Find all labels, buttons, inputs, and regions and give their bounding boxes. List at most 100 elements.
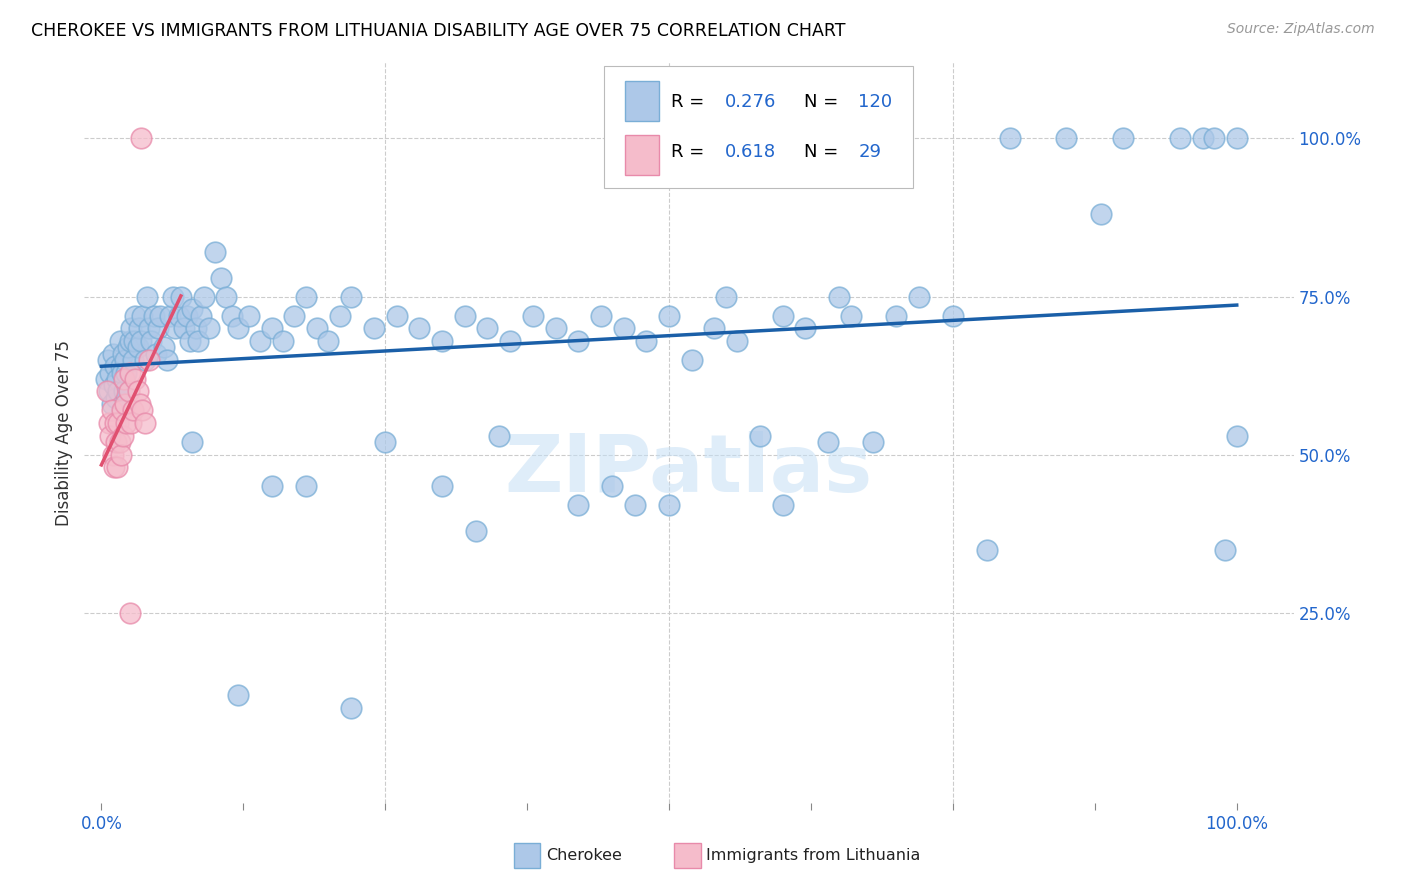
Point — [105, 435, 128, 450]
Point — [115, 416, 138, 430]
Point — [488, 429, 510, 443]
Point — [725, 334, 748, 348]
Bar — [675, 843, 702, 868]
Point — [589, 309, 612, 323]
Point — [499, 334, 522, 348]
Point — [1054, 131, 1077, 145]
Point — [190, 309, 212, 323]
Point — [181, 302, 204, 317]
Point — [294, 289, 316, 303]
Text: ZIPatlas: ZIPatlas — [505, 431, 873, 508]
Text: R =: R = — [671, 144, 704, 161]
Point — [131, 403, 153, 417]
Point — [131, 309, 153, 323]
Point — [942, 309, 965, 323]
Bar — [513, 843, 540, 868]
Point — [908, 289, 931, 303]
Bar — [624, 135, 659, 176]
Point — [1191, 131, 1213, 145]
Point — [128, 321, 150, 335]
Point — [624, 499, 647, 513]
Point — [260, 321, 283, 335]
Point — [145, 346, 167, 360]
Point — [118, 606, 141, 620]
Point — [111, 366, 134, 380]
Point — [714, 289, 737, 303]
Bar — [624, 81, 659, 121]
Point — [613, 321, 636, 335]
Point — [748, 429, 770, 443]
Point — [129, 397, 152, 411]
Point — [94, 372, 117, 386]
Point — [104, 416, 127, 430]
Point — [103, 378, 125, 392]
Point — [115, 366, 138, 380]
Point — [260, 479, 283, 493]
Point — [122, 352, 145, 367]
Point — [129, 334, 152, 348]
Point — [340, 289, 363, 303]
Point — [600, 479, 623, 493]
Point — [307, 321, 329, 335]
Point — [105, 460, 128, 475]
FancyBboxPatch shape — [605, 66, 912, 188]
Point — [100, 403, 122, 417]
Point — [141, 334, 163, 348]
Point — [117, 340, 139, 354]
Point — [159, 309, 181, 323]
Point — [238, 309, 260, 323]
Point — [120, 416, 142, 430]
Point — [1090, 207, 1112, 221]
Point — [1202, 131, 1225, 145]
Point — [146, 321, 169, 335]
Point — [1226, 429, 1249, 443]
Text: 29: 29 — [858, 144, 882, 161]
Point — [862, 435, 884, 450]
Point — [567, 334, 589, 348]
Point — [184, 321, 207, 335]
Point — [226, 321, 249, 335]
Point — [103, 460, 125, 475]
Point — [100, 397, 122, 411]
Point — [107, 416, 129, 430]
Point — [198, 321, 221, 335]
Point — [249, 334, 271, 348]
Point — [998, 131, 1021, 145]
Point — [105, 372, 128, 386]
Point — [976, 542, 998, 557]
Point — [170, 289, 193, 303]
Point — [226, 688, 249, 702]
Point — [120, 321, 142, 335]
Point — [329, 309, 352, 323]
Point — [165, 321, 187, 335]
Point — [636, 334, 658, 348]
Text: N =: N = — [804, 93, 838, 111]
Point — [374, 435, 396, 450]
Point — [118, 366, 141, 380]
Point — [100, 366, 122, 380]
Point — [544, 321, 567, 335]
Text: Source: ZipAtlas.com: Source: ZipAtlas.com — [1227, 22, 1375, 37]
Point — [1226, 131, 1249, 145]
Text: 120: 120 — [858, 93, 893, 111]
Text: Cherokee: Cherokee — [547, 848, 621, 863]
Point — [101, 346, 124, 360]
Point — [658, 309, 681, 323]
Point — [105, 391, 128, 405]
Point — [112, 372, 135, 386]
Point — [124, 309, 146, 323]
Point — [179, 334, 201, 348]
Point — [129, 131, 152, 145]
Point — [107, 384, 129, 399]
Point — [127, 384, 149, 399]
Point — [193, 289, 215, 303]
Point — [101, 448, 124, 462]
Point — [111, 403, 134, 417]
Point — [658, 499, 681, 513]
Point — [385, 309, 408, 323]
Point — [114, 352, 136, 367]
Point — [271, 334, 294, 348]
Point — [283, 309, 305, 323]
Point — [465, 524, 488, 538]
Point — [794, 321, 817, 335]
